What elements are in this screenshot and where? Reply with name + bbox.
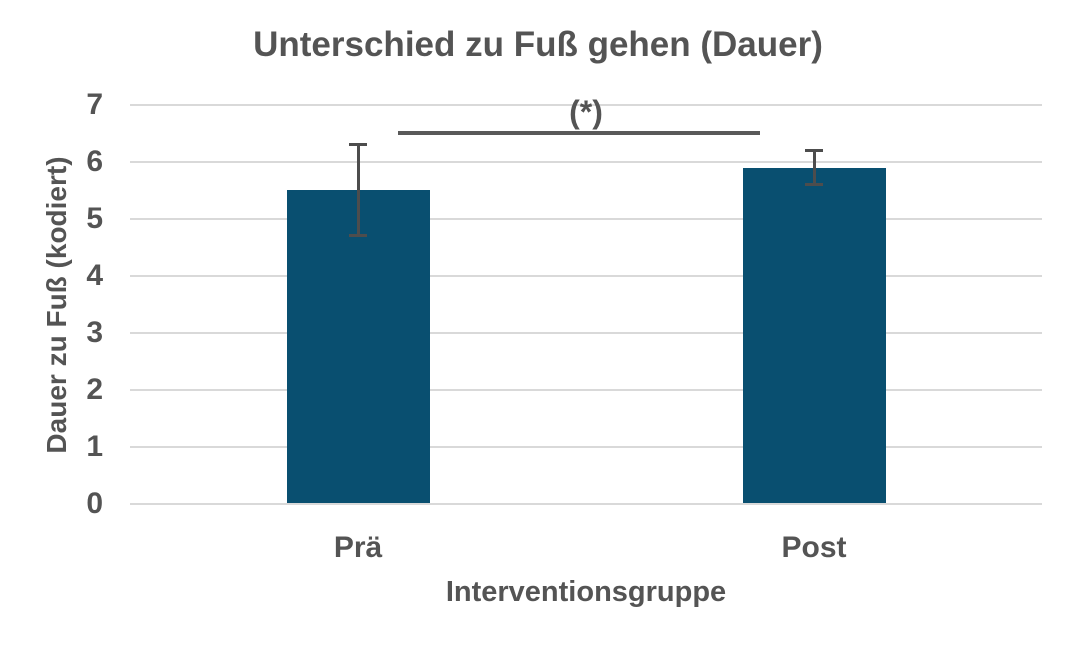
y-tick-label: 2 xyxy=(86,372,103,406)
y-tick-label: 7 xyxy=(86,88,103,121)
gridline xyxy=(130,331,1042,334)
error-bar-cap-top xyxy=(349,143,367,147)
x-tick-label: Post xyxy=(781,531,847,564)
y-tick-label: 0 xyxy=(86,486,103,520)
gridline xyxy=(130,502,1042,505)
x-tick-label: Prä xyxy=(333,531,383,564)
gridline xyxy=(130,217,1042,220)
x-axis-title: Interventionsgruppe xyxy=(445,576,727,608)
y-axis-title: Dauer zu Fuß (kodiert) xyxy=(41,156,72,454)
error-bar-stem xyxy=(356,144,360,236)
y-tick-label: 1 xyxy=(86,429,103,463)
y-tick-label: 6 xyxy=(86,144,103,178)
y-tick-label: 4 xyxy=(86,258,103,292)
significance-label: (*) xyxy=(569,94,603,131)
significance-line xyxy=(398,131,760,136)
gridline xyxy=(130,388,1042,391)
chart-title: Unterschied zu Fuß gehen (Dauer) xyxy=(253,25,823,64)
bar xyxy=(742,167,886,504)
y-tick-label: 5 xyxy=(86,201,103,235)
error-bar-stem xyxy=(812,150,816,185)
y-tick-label: 3 xyxy=(86,315,103,349)
gridline xyxy=(130,274,1042,277)
gridline xyxy=(130,160,1042,163)
bar xyxy=(286,190,430,504)
gridline xyxy=(130,104,1042,106)
error-bar-cap-bottom xyxy=(805,183,823,187)
gridline xyxy=(130,445,1042,448)
error-bar-cap-bottom xyxy=(349,234,367,238)
error-bar-cap-top xyxy=(805,149,823,153)
